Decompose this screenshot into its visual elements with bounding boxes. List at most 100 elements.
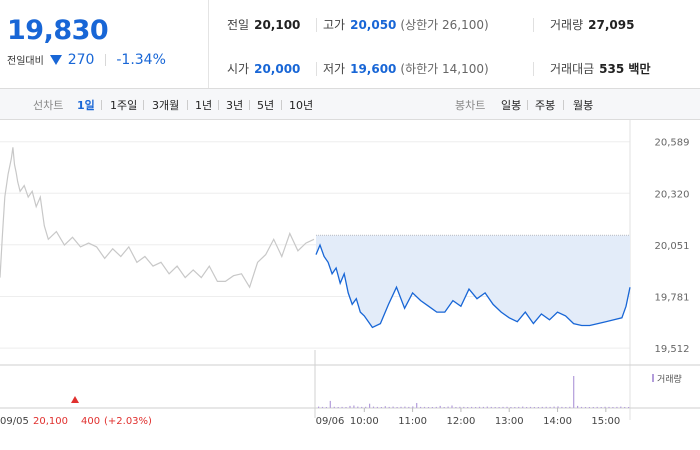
period-1w[interactable]: 1주일 <box>110 99 138 112</box>
volume-bar <box>604 406 606 408</box>
volume-bar <box>392 406 394 408</box>
volume-bar <box>318 406 320 408</box>
x-tick-label: 10:00 <box>350 416 379 427</box>
volume-bar <box>478 406 481 408</box>
volume-bar <box>396 407 398 408</box>
x-tick-label: 14:00 <box>543 416 572 427</box>
volume-bar <box>628 407 630 408</box>
volume-bar <box>549 406 551 408</box>
period-3y[interactable]: 3년 <box>226 99 244 112</box>
change-label: 전일대비 <box>7 56 44 67</box>
volume-bar <box>329 400 331 408</box>
stat-prev-close: 전일 20,100 <box>227 16 300 33</box>
stat-value: 27,095 <box>588 18 635 32</box>
prev-date-label: 09/05 <box>0 416 29 427</box>
stat-label: 전일 <box>227 18 250 32</box>
divider <box>527 100 528 110</box>
volume-bar <box>588 407 590 408</box>
stat-label: 거래량 <box>550 18 584 32</box>
volume-bar <box>565 407 567 408</box>
volume-bar <box>349 405 351 408</box>
price-lines-layer <box>0 147 631 329</box>
volume-bar <box>498 407 500 408</box>
y-tick-label: 20,589 <box>655 138 690 149</box>
volume-bar <box>494 407 496 408</box>
volume-bar <box>345 407 347 408</box>
divider <box>533 62 534 76</box>
volume-bar <box>584 407 587 408</box>
y-tick-label: 19,512 <box>655 344 690 355</box>
stat-value: 19,600 <box>350 62 397 76</box>
volume-bar <box>455 407 457 408</box>
volume-bar <box>376 406 378 408</box>
y-tick-label: 20,051 <box>655 241 690 252</box>
divider <box>101 100 102 110</box>
volume-bar <box>486 406 488 408</box>
current-price: 19,830 <box>7 15 109 46</box>
volume-bar <box>467 407 469 408</box>
volume-bar <box>443 407 445 408</box>
prev-day-price-line <box>0 147 315 289</box>
volume-bar <box>435 406 437 408</box>
period-1d[interactable]: 1일 <box>77 99 95 112</box>
price-change: 전일대비 270 -1.34% <box>7 52 166 68</box>
volume-bar <box>361 406 363 408</box>
volume-bar <box>526 407 528 408</box>
stat-label: 저가 <box>323 62 346 76</box>
volume-bar <box>580 406 583 408</box>
volume-bar <box>463 406 465 408</box>
volume-bar <box>337 407 339 408</box>
volume-bar <box>596 406 598 408</box>
divider <box>281 100 282 110</box>
volume-bar <box>431 407 433 408</box>
today-price-line <box>315 243 631 329</box>
price-summary: 19,830 전일대비 270 -1.34% <box>0 0 209 88</box>
volume-bar <box>420 406 422 408</box>
stat-sub: (상한가 26,100) <box>400 18 489 32</box>
volume-bar <box>506 406 508 408</box>
change-value: 270 <box>67 52 95 68</box>
x-tick-label: 12:00 <box>447 416 476 427</box>
quote-stats: 전일 20,100 고가 20,050 (상한가 26,100) 거래량 27,095 … <box>208 0 700 88</box>
x-tick-label: 11:00 <box>398 416 427 427</box>
prev-change-pct: (+2.03%) <box>104 416 152 427</box>
stat-volume: 거래량 27,095 <box>550 16 634 33</box>
volume-bar <box>372 406 375 408</box>
volume-bar <box>624 407 626 408</box>
candle-weekly[interactable]: 주봉 <box>535 99 556 112</box>
candle-monthly[interactable]: 월봉 <box>573 99 594 112</box>
period-5y[interactable]: 5년 <box>257 99 275 112</box>
volume-bar <box>573 376 575 408</box>
period-1y[interactable]: 1년 <box>195 99 213 112</box>
candle-daily[interactable]: 일봉 <box>501 99 522 112</box>
period-toolbar: 선차트 1일 1주일 3개월 1년 3년 5년 10년 봉차트 일봉 주봉 월봉 <box>0 89 700 120</box>
volume-legend-label: 거래량 <box>657 373 682 385</box>
stat-label: 시가 <box>227 62 250 76</box>
candle-chart-caption: 봉차트 <box>455 99 486 112</box>
y-tick-label: 20,320 <box>655 189 690 200</box>
volume-bar <box>502 406 504 408</box>
period-3m[interactable]: 3개월 <box>152 99 180 112</box>
x-tick-label: 15:00 <box>591 416 620 427</box>
volume-bar <box>459 406 461 408</box>
divider <box>563 100 564 110</box>
volume-bar <box>541 406 543 408</box>
volume-bar <box>353 405 355 408</box>
volume-bar <box>408 406 410 408</box>
volume-bar <box>557 406 559 408</box>
volume-bar <box>569 406 571 408</box>
divider <box>218 100 219 110</box>
volume-bar <box>357 406 359 408</box>
period-10y[interactable]: 10년 <box>289 99 314 112</box>
volume-bar <box>423 406 426 408</box>
volume-bar <box>522 406 524 408</box>
divider <box>104 54 106 66</box>
price-area-layer <box>316 235 630 328</box>
volume-bar <box>577 405 579 408</box>
volume-bar <box>561 406 563 408</box>
volume-bar <box>612 407 614 408</box>
divider <box>187 100 188 110</box>
volume-bar <box>384 406 386 408</box>
divider <box>249 100 250 110</box>
volume-bar <box>451 405 453 408</box>
